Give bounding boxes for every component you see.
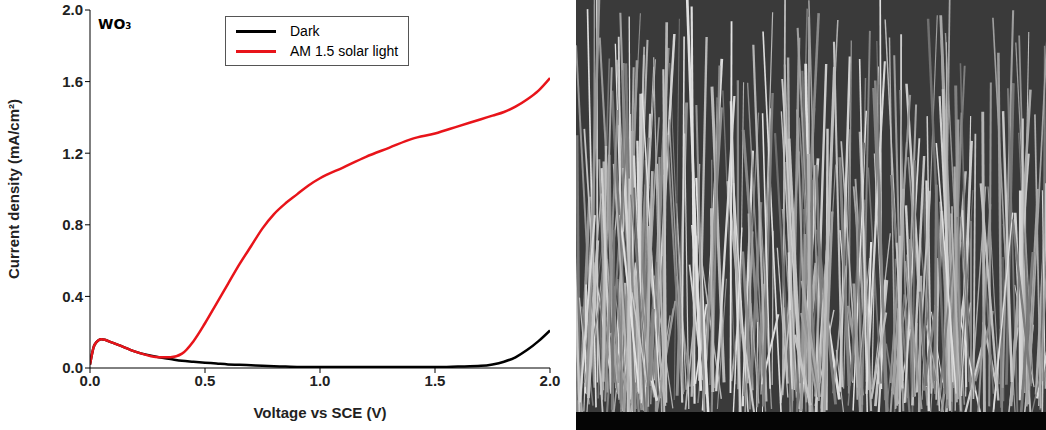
- svg-text:2.0: 2.0: [540, 372, 561, 389]
- svg-text:2.0: 2.0: [62, 1, 83, 18]
- html-text:WO₃: WO₃: [98, 16, 132, 32]
- svg-text:0.5: 0.5: [195, 372, 216, 389]
- svg-text:Voltage vs SCE (V): Voltage vs SCE (V): [253, 404, 386, 421]
- svg-text:0.8: 0.8: [62, 216, 83, 233]
- svg-text:1.0: 1.0: [310, 372, 331, 389]
- svg-text:1.2: 1.2: [62, 145, 83, 162]
- html-text:Dark: Dark: [290, 23, 320, 39]
- svg-text:1.6: 1.6: [62, 73, 83, 90]
- svg-text:1.5: 1.5: [425, 372, 446, 389]
- svg-text:0.0: 0.0: [62, 359, 83, 376]
- svg-text:0.4: 0.4: [62, 288, 84, 305]
- svg-text:0.0: 0.0: [79, 371, 101, 389]
- html-text:AM 1.5 solar light: AM 1.5 solar light: [290, 43, 399, 59]
- svg-text:Current density (mA/cm²): Current density (mA/cm²): [5, 99, 22, 279]
